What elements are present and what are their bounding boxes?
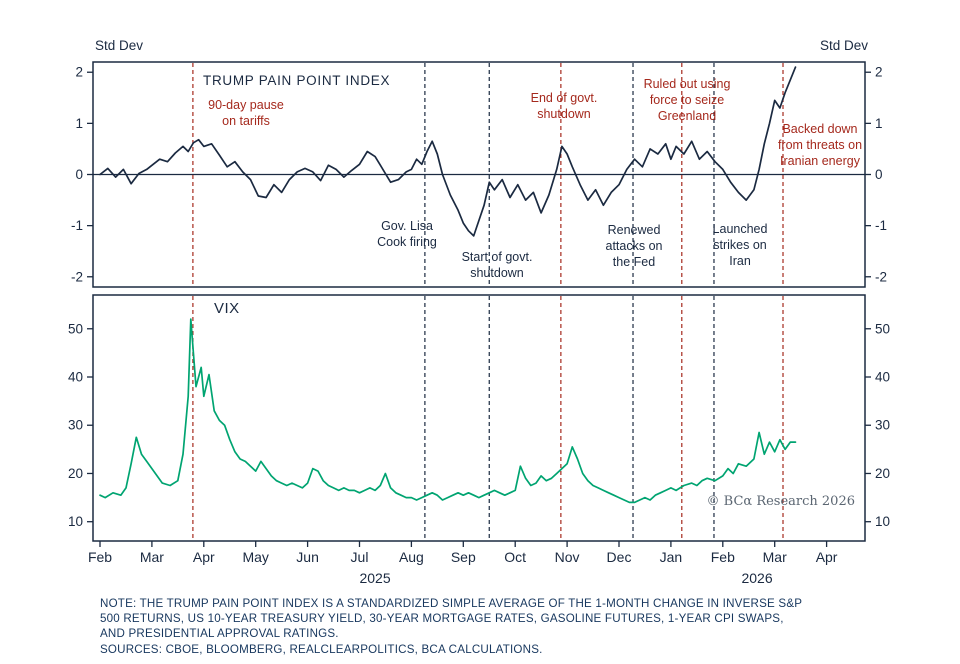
annotation-tariff-pause: 90-day pause on tariffs [208,97,284,129]
annotation-line: Ruled out using [643,77,731,91]
y-tick-label: -2 [71,269,83,284]
year-label: 2026 [741,570,772,586]
x-tick-label: Mar [140,549,164,565]
x-tick-label: May [242,549,268,565]
y-tick-label: 1 [75,116,83,131]
annotation-line: Greenland [657,109,717,123]
x-tick-label: Oct [504,549,526,565]
annotation-line: force to seize [649,93,725,107]
annotation-line: End of govt. [530,91,598,105]
annotation-shutdown-end: End of govt. shutdown [531,90,598,122]
y-tick-label: 2 [875,65,883,80]
y-tick-label: 2 [75,65,83,80]
annotation-line: Start of govt. [461,250,533,264]
annotation-shutdown-start: Start of govt. shutdown [462,249,533,281]
y-tick-label: 30 [68,418,83,433]
annotation-line: Launched [712,222,768,236]
y-tick-label: 40 [68,370,83,385]
sources-line: SOURCES: CBOE, BLOOMBERG, REALCLEARPOLIT… [100,642,543,656]
annotation-line: Cook firing [377,235,437,249]
annotation-line: Backed down [782,122,858,136]
x-tick-label: Apr [816,549,838,565]
annotation-fed-attacks: Renewed attacks on the Fed [606,222,663,270]
y-tick-label: -2 [875,269,887,284]
bottom-panel-title: VIX [214,300,240,317]
x-tick-label: Jul [351,549,369,565]
y-tick-label: 10 [68,514,83,529]
panel-frame [92,294,866,542]
y-tick-label: 10 [875,514,890,529]
x-tick-label: Mar [763,549,787,565]
x-tick-label: Feb [711,549,735,565]
y-axis-unit-right: Std Dev [819,38,868,53]
annotation-line: Iranian energy [780,154,860,168]
annotation-line: Renewed [607,223,661,237]
x-tick-label: Dec [607,549,632,565]
annotation-line: shutdown [470,266,524,280]
y-tick-label: 0 [75,167,83,182]
y-tick-label: -1 [71,218,83,233]
annotation-line: strikes on [713,238,767,252]
note-line-1: NOTE: THE TRUMP PAIN POINT INDEX IS A ST… [100,597,803,610]
top-panel-title: TRUMP PAIN POINT INDEX [203,73,391,88]
annotation-line: attacks on [605,239,663,253]
x-tick-label: Nov [555,549,580,565]
copyright-credit: © BCα Research 2026 [706,494,855,509]
note-line-3: AND PRESIDENTIAL APPROVAL RATINGS. [100,627,339,641]
vix-series-line [99,318,797,504]
y-tick-label: 30 [875,418,890,433]
x-tick-label: Jun [296,549,319,565]
y-tick-label: 20 [875,466,890,481]
annotation-line: on tariffs [222,114,270,128]
annotation-iran-strikes: Launched strikes on Iran [713,221,768,269]
y-tick-label: -1 [875,218,887,233]
annotation-greenland: Ruled out using force to seize Greenland [644,76,731,124]
annotation-line: shutdown [537,107,591,121]
x-tick-label: Jan [660,549,683,565]
note-block: NOTE: THE TRUMP PAIN POINT INDEX IS A ST… [100,596,802,657]
x-tick-label: Aug [399,549,424,565]
y-tick-label: 0 [875,167,883,182]
annotation-line: Gov. Lisa [381,219,433,233]
ppi-series-line [99,66,797,237]
annotation-cook-firing: Gov. Lisa Cook firing [377,218,437,250]
annotation-iran-energy: Backed down from threats on Iranian energy [778,121,862,169]
note-line-2: 500 RETURNS, US 10-YEAR TREASURY YIELD, … [100,612,784,626]
x-tick-label: Feb [88,549,112,565]
y-tick-label: 1 [875,116,883,131]
y-tick-label: 50 [875,321,890,336]
y-axis-unit-left: Std Dev [95,38,144,53]
annotation-line: 90-day pause [208,98,284,112]
y-tick-label: 40 [875,370,890,385]
year-label: 2025 [359,570,390,586]
x-tick-label: Sep [451,549,476,565]
x-tick-label: Apr [193,549,215,565]
annotation-line: Iran [729,254,751,268]
y-tick-label: 50 [68,321,83,336]
y-tick-label: 20 [68,466,83,481]
annotation-line: from threats on [777,138,863,152]
annotation-line: the Fed [612,255,656,269]
